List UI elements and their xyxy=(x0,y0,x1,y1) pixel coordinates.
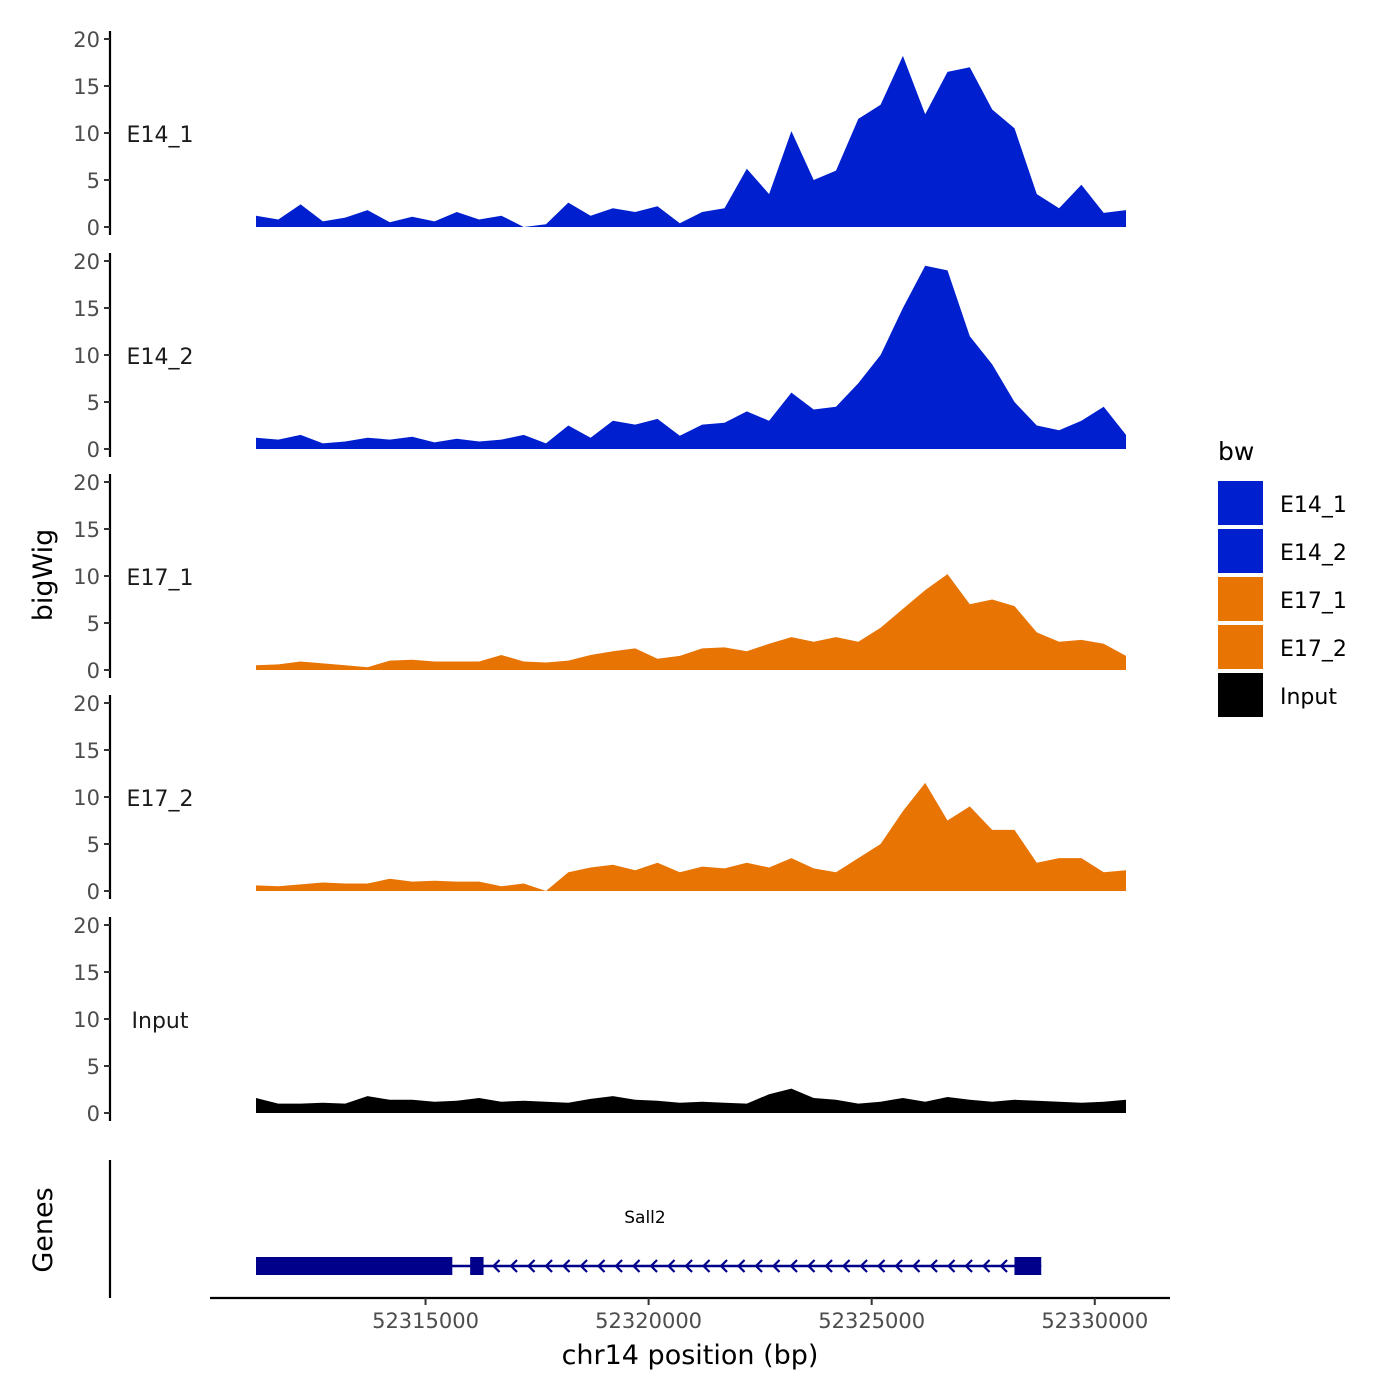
strand-arrow xyxy=(981,1259,991,1273)
legend-key-E14_2 xyxy=(1218,529,1263,573)
area-E17_1 xyxy=(256,574,1126,670)
strand-arrow xyxy=(491,1259,501,1273)
legend-label-E14_2: E14_2 xyxy=(1280,541,1347,566)
track-label-E17_1: E17_1 xyxy=(127,566,194,591)
legend-label-E17_1: E17_1 xyxy=(1280,589,1347,614)
area-E14_1 xyxy=(256,55,1126,228)
strand-arrow xyxy=(999,1259,1008,1273)
y-tick-label: 0 xyxy=(87,659,100,683)
track-Input: 0 5 10 15 20 Input xyxy=(73,914,1126,1126)
strand-arrow xyxy=(666,1259,676,1273)
y-tick-label: 10 xyxy=(73,344,100,368)
strand-arrow xyxy=(561,1259,571,1273)
x-tick-label: 52320000 xyxy=(595,1309,702,1333)
strand-arrow xyxy=(824,1259,833,1273)
strand-arrow xyxy=(631,1259,641,1273)
y-tick-label: 20 xyxy=(73,914,100,938)
strand-arrow xyxy=(649,1259,658,1273)
x-tick-label: 52330000 xyxy=(1041,1309,1148,1333)
strand-arrow xyxy=(964,1259,973,1273)
genes-track-label: Genes xyxy=(28,1187,59,1272)
strand-arrow xyxy=(596,1259,606,1273)
x-axis-title: chr14 position (bp) xyxy=(562,1340,819,1371)
track-label-E14_2: E14_2 xyxy=(127,345,194,370)
y-tick-label: 15 xyxy=(73,297,100,321)
track-label-E14_1: E14_1 xyxy=(127,123,194,148)
strand-arrow xyxy=(719,1259,728,1273)
legend-label-E14_1: E14_1 xyxy=(1280,493,1347,518)
y-tick-label: 5 xyxy=(87,169,100,193)
strand-arrow xyxy=(894,1259,903,1273)
genes-track: Genes Sall2 xyxy=(28,1160,1042,1298)
y-tick-label: 15 xyxy=(73,961,100,985)
area-E17_2 xyxy=(256,782,1126,891)
gene-exon-2 xyxy=(470,1257,484,1275)
legend-key-E17_1 xyxy=(1218,577,1263,621)
gene-exon-3 xyxy=(1014,1257,1042,1275)
y-tick-label: 10 xyxy=(73,565,100,589)
y-axis-title: bigWig xyxy=(28,529,59,622)
y-tick-label: 15 xyxy=(73,75,100,99)
strand-arrow xyxy=(614,1259,623,1273)
y-tick-label: 5 xyxy=(87,612,100,636)
strand-arrow xyxy=(771,1259,781,1273)
track-label-Input: Input xyxy=(132,1009,189,1034)
track-E14_1: 0 5 10 15 20 E14_1 xyxy=(73,28,1126,240)
y-tick-label: 0 xyxy=(87,880,100,904)
y-tick-label: 15 xyxy=(73,518,100,542)
strand-arrow xyxy=(841,1259,851,1273)
y-tick-label: 5 xyxy=(87,391,100,415)
y-tick-label: 20 xyxy=(73,471,100,495)
y-tick-label: 20 xyxy=(73,692,100,716)
y-tick-label: 10 xyxy=(73,122,100,146)
strand-arrow xyxy=(789,1259,798,1273)
legend-key-E17_2 xyxy=(1218,625,1263,669)
strand-arrow xyxy=(509,1259,518,1273)
area-E14_2 xyxy=(256,265,1126,449)
signal-tracks: 05101520E14_105101520E14_205101520E17_10… xyxy=(73,28,1126,1126)
area-Input xyxy=(256,1088,1126,1113)
strand-arrow xyxy=(876,1259,886,1273)
y-tick-label: 10 xyxy=(73,786,100,810)
track-label-E17_2: E17_2 xyxy=(127,787,194,812)
x-axis: 52315000 52320000 52325000 52330000 xyxy=(210,1296,1170,1333)
legend-title: bw xyxy=(1218,437,1254,466)
legend-label-Input: Input xyxy=(1280,685,1337,710)
y-tick-label: 0 xyxy=(87,216,100,240)
legend-label-E17_2: E17_2 xyxy=(1280,637,1347,662)
gene-name-label: Sall2 xyxy=(624,1208,665,1228)
strand-arrow xyxy=(684,1259,693,1273)
strand-arrow xyxy=(911,1259,921,1273)
track-E14_2: 0 5 10 15 20 E14_2 xyxy=(73,250,1126,462)
y-tick-label: 0 xyxy=(87,1102,100,1126)
x-tick-label: 52325000 xyxy=(818,1309,925,1333)
x-tick-label: 52315000 xyxy=(372,1309,479,1333)
strand-arrow xyxy=(754,1259,763,1273)
y-tick-label: 0 xyxy=(87,438,100,462)
y-tick-label: 15 xyxy=(73,739,100,763)
strand-arrow xyxy=(806,1259,816,1273)
track-E17_2: 0 5 10 15 20 E17_2 xyxy=(73,692,1126,904)
strand-arrow xyxy=(946,1259,956,1273)
legend: bw E14_1 E14_2 E17_1 E17_2 Input xyxy=(1218,437,1347,717)
track-E17_1: 0 5 10 15 20 E17_1 xyxy=(73,471,1126,683)
gene-exon-1 xyxy=(256,1257,453,1275)
strand-arrow xyxy=(701,1259,711,1273)
strand-arrow xyxy=(736,1259,746,1273)
strand-arrow xyxy=(526,1259,536,1273)
strand-arrow xyxy=(579,1259,588,1273)
legend-key-Input xyxy=(1218,673,1263,717)
y-tick-label: 20 xyxy=(73,28,100,52)
y-tick-label: 5 xyxy=(87,1055,100,1079)
y-tick-label: 5 xyxy=(87,833,100,857)
strand-arrow xyxy=(859,1259,868,1273)
y-tick-label: 20 xyxy=(73,250,100,274)
strand-arrow xyxy=(929,1259,938,1273)
strand-arrow xyxy=(544,1259,553,1273)
y-tick-label: 10 xyxy=(73,1008,100,1032)
legend-key-E14_1 xyxy=(1218,481,1263,525)
